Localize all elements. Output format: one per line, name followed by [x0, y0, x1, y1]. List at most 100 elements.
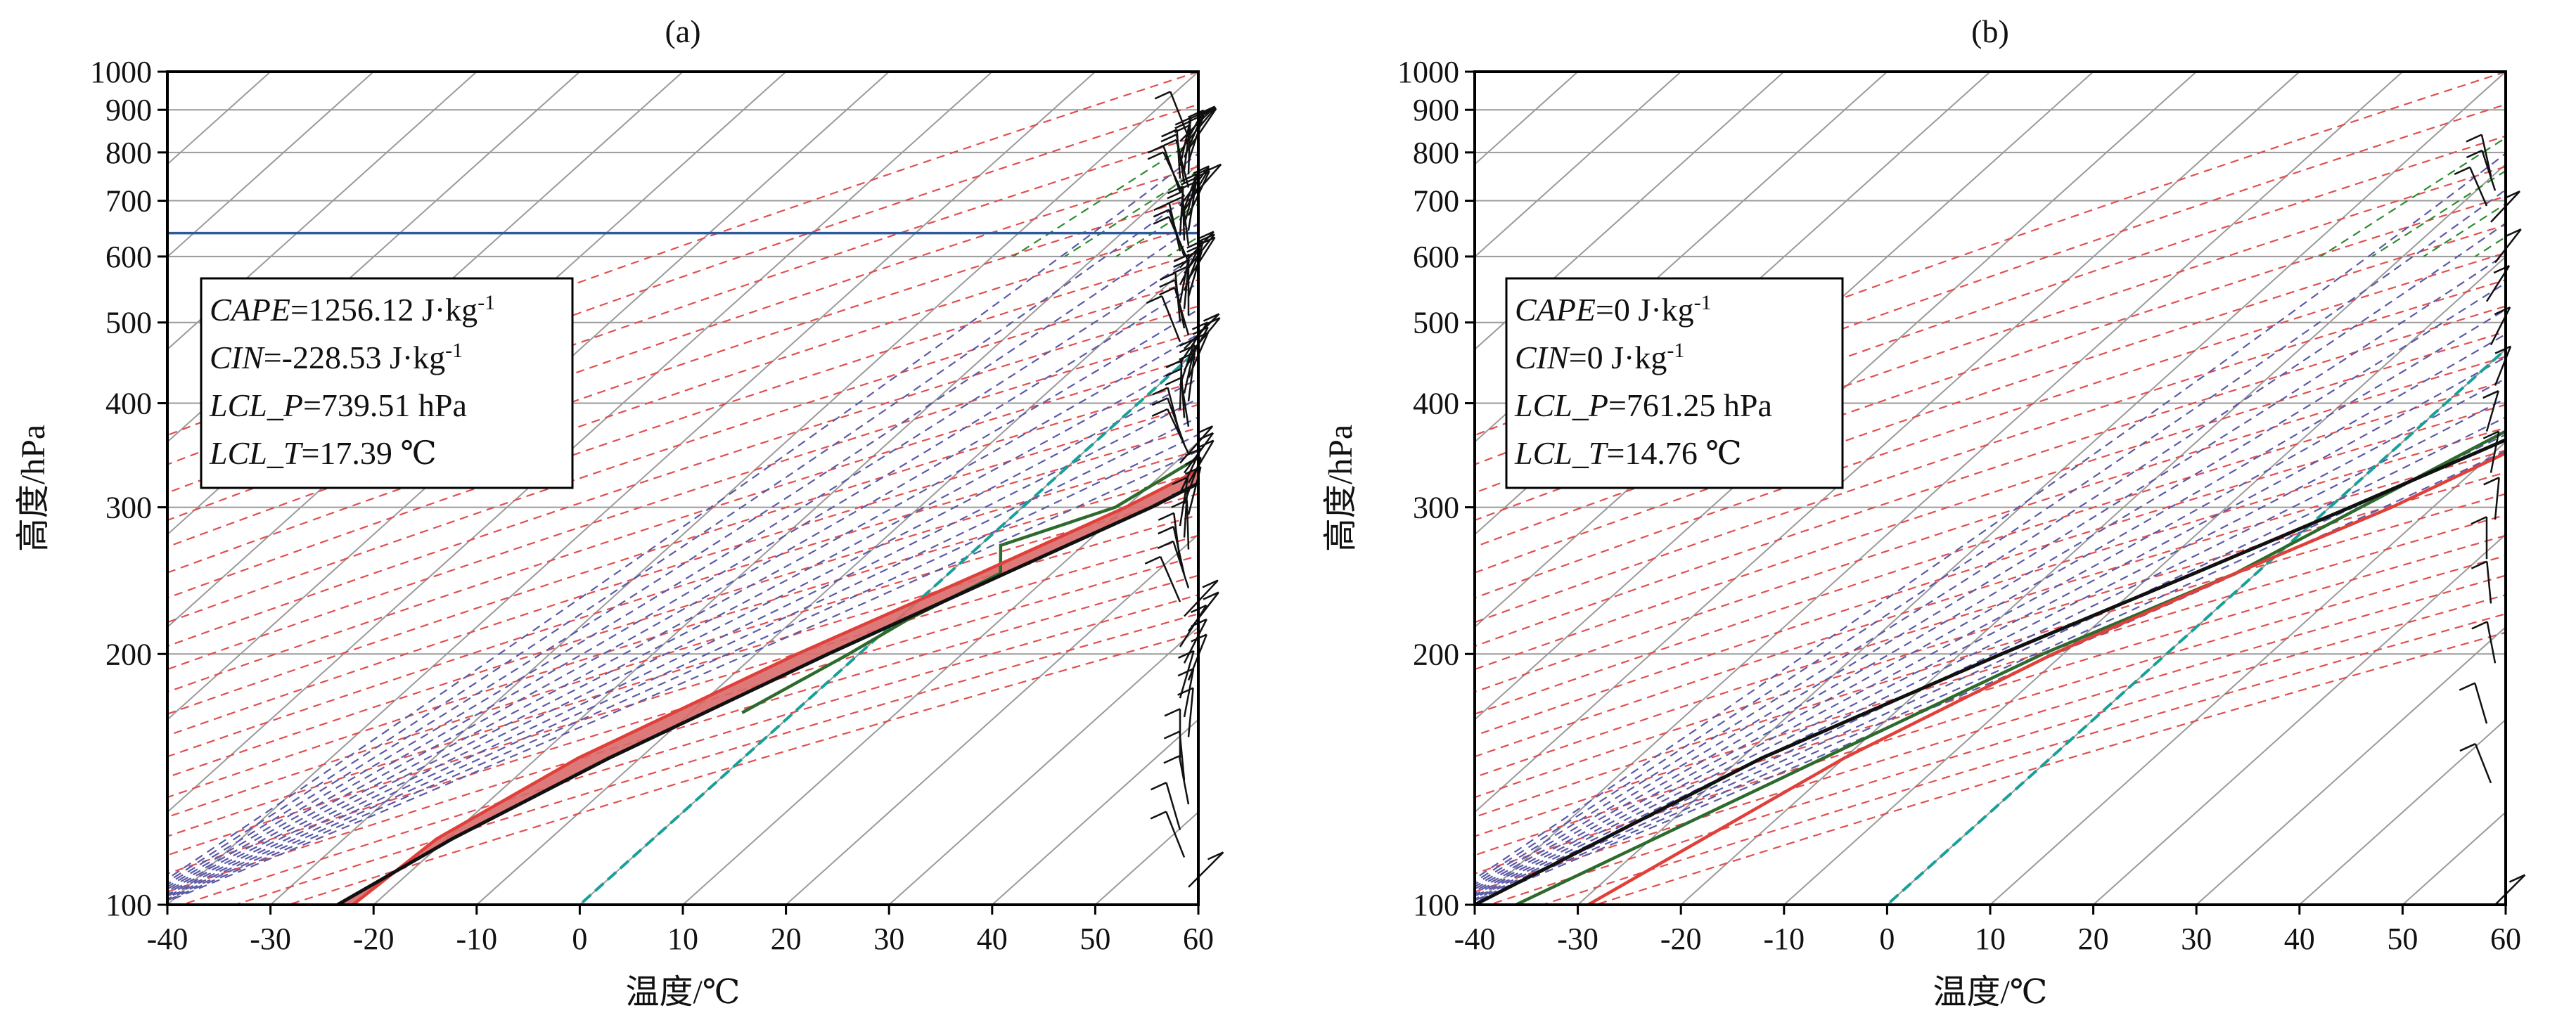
y-tick-label: 900	[105, 93, 152, 127]
x-tick-label: -10	[1763, 922, 1805, 956]
y-tick-label: 900	[1413, 93, 1459, 127]
info-line: LCL_P=761.25 hPa	[1514, 387, 1772, 423]
info-label: LCL_T	[1514, 435, 1609, 471]
isotherm-line	[477, 72, 1404, 905]
y-tick-label: 600	[105, 240, 152, 274]
y-tick-label: 300	[105, 491, 152, 525]
info-value: =-228.53 J·kg	[264, 340, 445, 375]
wind-barb-flag	[1151, 811, 1166, 818]
dry-adiabat	[1169, 72, 2576, 905]
x-tick-label: 10	[1975, 922, 2006, 956]
isotherm-line	[1784, 72, 2576, 905]
mixing-ratio-line	[1116, 72, 1404, 257]
mixing-ratio-line	[2475, 72, 2576, 257]
info-value: =0 J·kg	[1569, 340, 1667, 375]
y-tick-label: 200	[105, 637, 152, 671]
wind-barb-flag	[1165, 709, 1180, 716]
wind-barb	[2495, 477, 2499, 520]
cin-area	[1646, 162, 1773, 201]
x-tick-label: 50	[2387, 922, 2418, 956]
wind-barb	[1166, 811, 1184, 857]
wind-barb-flag	[1148, 152, 1163, 159]
y-axis-label: 高度/hPa	[1322, 425, 1359, 552]
info-line: LCL_T=17.39 ℃	[209, 435, 437, 471]
x-tick-label: 0	[572, 922, 587, 956]
mixing-ratio-line	[1065, 72, 1353, 257]
info-value: =0 J·kg	[1596, 292, 1694, 328]
wind-barb-flag	[1160, 280, 1175, 287]
y-tick-label: 100	[105, 888, 152, 922]
x-tick-label: -30	[1557, 922, 1598, 956]
y-axis-label: 高度/hPa	[15, 425, 52, 552]
x-tick-label: 0	[1879, 922, 1895, 956]
info-label: LCL_P	[209, 387, 303, 423]
mixing-ratio-line	[2527, 72, 2576, 257]
wind-barb	[2475, 683, 2487, 724]
wind-barb	[1166, 782, 1180, 830]
y-tick-label: 700	[1413, 184, 1459, 219]
mixing-ratio-line	[1322, 72, 1610, 257]
x-tick-label: 30	[873, 922, 904, 956]
wind-barb	[1162, 296, 1180, 342]
info-label: CIN	[1515, 340, 1570, 375]
wind-barb	[2487, 391, 2499, 432]
dry-adiabat	[0, 72, 1198, 905]
info-label: CIN	[210, 340, 265, 375]
panel-title: (a)	[665, 13, 700, 49]
x-tick-label: 10	[667, 922, 698, 956]
y-tick-label: 700	[105, 184, 152, 219]
wind-barb	[2487, 562, 2491, 604]
wind-barb	[1180, 232, 1214, 268]
info-unit-exponent: -1	[478, 291, 495, 314]
dry-adiabat	[422, 72, 2576, 905]
isotherm-line	[2300, 72, 2576, 905]
y-tick-label: 800	[1413, 136, 1459, 170]
dewpoint-profile	[1516, 162, 2576, 905]
wind-barb-flag	[1165, 378, 1181, 385]
x-tick-label: 60	[2490, 922, 2521, 956]
wind-barbs	[1145, 91, 1223, 887]
dry-adiabat	[236, 72, 2576, 905]
wind-barb	[1184, 314, 1219, 349]
wind-barbs	[2454, 134, 2525, 905]
info-line: CIN=-228.53 J·kg-1	[210, 339, 463, 375]
info-value: =1256.12 J·kg	[290, 292, 478, 328]
isotherm-line	[1990, 72, 2576, 905]
x-tick-label: 40	[2284, 922, 2315, 956]
y-tick-label: 100	[1413, 888, 1459, 922]
info-value: =17.39 ℃	[301, 435, 436, 471]
isotherm-line	[444, 72, 1371, 905]
wind-barb-flag	[1178, 688, 1193, 695]
x-tick-label: 40	[977, 922, 1008, 956]
info-value: =14.76 ℃	[1606, 435, 1741, 471]
x-tick-label: -10	[456, 922, 497, 956]
x-tick-label: 60	[1183, 922, 1214, 956]
y-tick-label: 200	[1413, 637, 1459, 671]
y-tick-label: 400	[1413, 387, 1459, 421]
y-tick-label: 500	[1413, 306, 1459, 340]
y-tick-label: 800	[105, 136, 152, 170]
parcel-profile	[1475, 157, 2576, 905]
wind-barb-flag	[2466, 134, 2482, 141]
info-label: CAPE	[1515, 292, 1596, 328]
info-label: LCL_T	[209, 435, 304, 471]
wind-barb-flag	[1158, 513, 1174, 520]
x-axis-label: 温度/℃	[1933, 974, 2047, 1011]
mixing-ratio-line	[1219, 72, 1508, 257]
mixing-ratio-line	[1477, 72, 1765, 257]
wind-barb-flag	[1151, 782, 1166, 789]
wind-barb	[2495, 875, 2525, 905]
wind-barb-flag	[2466, 150, 2482, 157]
x-tick-label: -40	[147, 922, 188, 956]
x-tick-label: -40	[1454, 922, 1496, 956]
x-tick-label: -20	[353, 922, 395, 956]
info-line: LCL_T=14.76 ℃	[1514, 435, 1742, 471]
isotherm-line	[2196, 72, 2576, 905]
wind-barb-flag	[1155, 91, 1170, 98]
wind-barb-flag	[1145, 557, 1160, 564]
info-line: CAPE=0 J·kg-1	[1515, 291, 1712, 328]
info-label: CAPE	[210, 292, 290, 328]
